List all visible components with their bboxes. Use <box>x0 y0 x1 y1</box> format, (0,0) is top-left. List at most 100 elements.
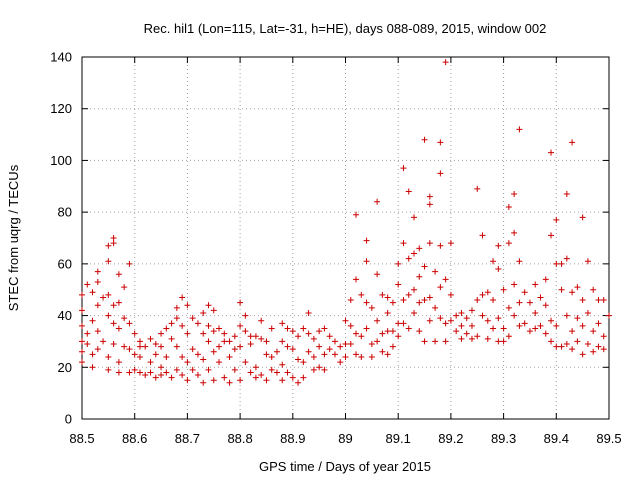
data-point <box>363 325 370 332</box>
x-tick-label: 88.5 <box>69 431 94 446</box>
data-point <box>590 328 597 335</box>
data-point <box>363 237 370 244</box>
x-tick-label: 88.6 <box>122 431 147 446</box>
data-point <box>484 289 491 296</box>
y-tick-label: 80 <box>58 205 72 220</box>
data-point <box>231 333 238 340</box>
data-point <box>389 343 396 350</box>
data-point <box>421 297 428 304</box>
data-point <box>216 325 223 332</box>
data-point <box>432 338 439 345</box>
data-point <box>532 325 539 332</box>
data-point <box>358 291 365 298</box>
data-point <box>368 341 375 348</box>
data-point <box>590 286 597 293</box>
data-point <box>136 343 143 350</box>
data-point <box>94 278 101 285</box>
data-point <box>252 364 259 371</box>
data-point <box>442 276 449 283</box>
data-point <box>368 304 375 311</box>
data-point <box>474 185 481 192</box>
data-point <box>416 328 423 335</box>
data-point <box>405 255 412 262</box>
data-point <box>595 343 602 350</box>
data-point <box>558 343 565 350</box>
data-point <box>210 307 217 314</box>
data-point <box>284 325 291 332</box>
data-point <box>94 302 101 309</box>
data-point <box>136 353 143 360</box>
data-point <box>279 377 286 384</box>
data-point <box>173 343 180 350</box>
data-point <box>210 348 217 355</box>
data-point <box>579 214 586 221</box>
data-point <box>295 379 302 386</box>
data-point <box>194 351 201 358</box>
data-point <box>347 297 354 304</box>
data-point <box>242 359 249 366</box>
data-point <box>511 312 518 319</box>
data-point <box>300 374 307 381</box>
data-point <box>247 369 254 376</box>
data-point <box>163 325 170 332</box>
data-point <box>321 366 328 373</box>
data-point <box>548 338 555 345</box>
y-axis-label: STEC from uqrg / TECUs <box>6 164 21 311</box>
y-tick-label: 60 <box>58 256 72 271</box>
data-point <box>179 353 186 360</box>
data-point <box>537 322 544 329</box>
data-point <box>221 338 228 345</box>
data-point <box>147 369 154 376</box>
x-axis-label: GPS time / Days of year 2015 <box>259 459 431 474</box>
data-point <box>163 369 170 376</box>
data-point <box>421 263 428 270</box>
data-point <box>342 353 349 360</box>
data-point <box>310 335 317 342</box>
data-point <box>305 330 312 337</box>
data-point <box>258 335 265 342</box>
data-point <box>205 366 212 373</box>
data-point <box>200 356 207 363</box>
data-point <box>89 351 96 358</box>
data-point <box>316 343 323 350</box>
data-point <box>426 317 433 324</box>
data-point <box>474 297 481 304</box>
x-tick-label: 89.3 <box>491 431 516 446</box>
data-point <box>110 302 117 309</box>
data-point <box>379 291 386 298</box>
data-point <box>105 353 112 360</box>
data-point <box>158 364 165 371</box>
data-point <box>273 369 280 376</box>
data-point <box>532 281 539 288</box>
data-point <box>300 325 307 332</box>
data-point <box>136 369 143 376</box>
data-point <box>89 317 96 324</box>
y-tick-label: 40 <box>58 308 72 323</box>
data-point <box>179 322 186 329</box>
data-point <box>416 245 423 252</box>
data-point <box>516 126 523 133</box>
data-point <box>231 346 238 353</box>
data-point <box>505 203 512 210</box>
data-point <box>416 273 423 280</box>
data-point <box>368 353 375 360</box>
data-point <box>173 315 180 322</box>
data-point <box>495 242 502 249</box>
data-point <box>258 372 265 379</box>
data-point <box>200 330 207 337</box>
data-point <box>363 299 370 306</box>
data-point <box>384 294 391 301</box>
data-point <box>553 322 560 329</box>
data-point <box>405 188 412 195</box>
data-point <box>432 268 439 275</box>
data-point <box>205 322 212 329</box>
data-point <box>426 193 433 200</box>
data-point <box>595 320 602 327</box>
data-point <box>94 328 101 335</box>
data-point <box>421 338 428 345</box>
data-point <box>263 351 270 358</box>
data-point <box>284 343 291 350</box>
data-point <box>495 338 502 345</box>
data-point <box>337 343 344 350</box>
